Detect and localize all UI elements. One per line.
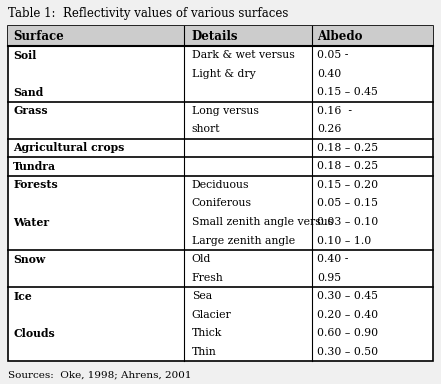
Text: 0.03 – 0.10: 0.03 – 0.10 [317,217,378,227]
Text: Details: Details [192,30,238,43]
Text: 0.60 – 0.90: 0.60 – 0.90 [317,328,378,338]
Text: 0.30 – 0.50: 0.30 – 0.50 [317,347,378,357]
Text: 0.40 -: 0.40 - [317,254,348,264]
Text: Thick: Thick [192,328,222,338]
Text: 0.18 – 0.25: 0.18 – 0.25 [317,161,378,171]
Text: Surface: Surface [13,30,64,43]
Text: 0.15 – 0.45: 0.15 – 0.45 [317,87,378,97]
Text: Grass: Grass [13,105,48,116]
Text: 0.26: 0.26 [317,124,341,134]
Bar [8,26,433,46]
Text: 0.18 – 0.25: 0.18 – 0.25 [317,143,378,153]
Text: Ice: Ice [13,291,32,302]
Text: Large zenith angle: Large zenith angle [192,235,295,245]
Text: 0.05 -: 0.05 - [317,50,348,60]
Bar [8,26,433,361]
Text: Soil: Soil [13,50,37,61]
Text: Thin: Thin [192,347,217,357]
Text: Table 1:  Reflectivity values of various surfaces: Table 1: Reflectivity values of various … [8,7,288,20]
Text: 0.40: 0.40 [317,69,341,79]
Text: Tundra: Tundra [13,161,56,172]
Text: Snow: Snow [13,253,45,265]
Text: Albedo: Albedo [317,30,363,43]
Text: Small zenith angle versus: Small zenith angle versus [192,217,333,227]
Text: Clouds: Clouds [13,328,55,339]
Text: Coniferous: Coniferous [192,199,252,209]
Text: Old: Old [192,254,211,264]
Text: Light & dry: Light & dry [192,69,255,79]
Text: Water: Water [13,217,49,228]
Text: 0.10 – 1.0: 0.10 – 1.0 [317,235,371,245]
Text: 0.05 – 0.15: 0.05 – 0.15 [317,199,378,209]
Text: Forests: Forests [13,179,58,190]
Text: 0.30 – 0.45: 0.30 – 0.45 [317,291,378,301]
Text: Deciduous: Deciduous [192,180,249,190]
Text: Glacier: Glacier [192,310,232,319]
Text: Sand: Sand [13,87,44,98]
Text: short: short [192,124,220,134]
Text: 0.15 – 0.20: 0.15 – 0.20 [317,180,378,190]
Text: Dark & wet versus: Dark & wet versus [192,50,295,60]
Text: 0.16  -: 0.16 - [317,106,352,116]
Text: Fresh: Fresh [192,273,224,283]
Text: Sea: Sea [192,291,212,301]
Text: 0.95: 0.95 [317,273,341,283]
Text: Long versus: Long versus [192,106,259,116]
Text: 0.20 – 0.40: 0.20 – 0.40 [317,310,378,319]
Text: Agricultural crops: Agricultural crops [13,142,125,154]
Text: Sources:  Oke, 1998; Ahrens, 2001: Sources: Oke, 1998; Ahrens, 2001 [8,370,191,379]
